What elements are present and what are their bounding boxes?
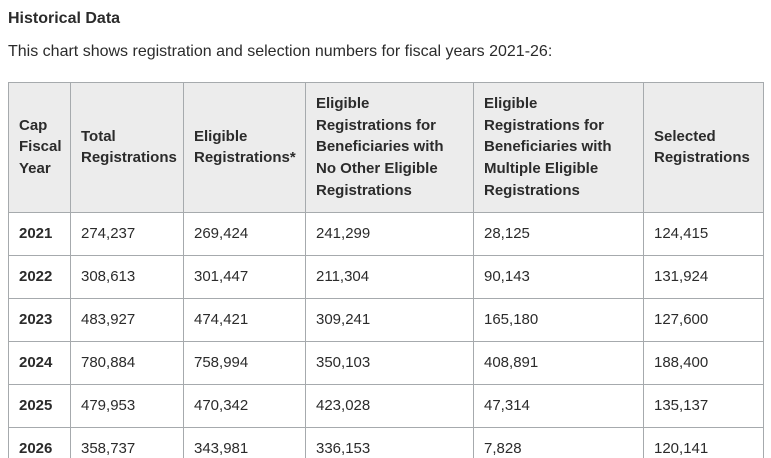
page-subtitle: This chart shows registration and select… — [8, 43, 553, 61]
cell-year: 2022 — [8, 254, 71, 299]
cell-no-other-eligible: 241,299 — [305, 211, 474, 256]
page-title: Historical Data — [8, 10, 121, 27]
cell-eligible-registrations: 474,421 — [183, 297, 306, 342]
cell-total-registrations: 780,884 — [70, 340, 184, 385]
table-row: 2021 274,237 269,424 241,299 28,125 124,… — [8, 211, 764, 256]
cell-eligible-registrations: 470,342 — [183, 383, 306, 428]
table-row: 2022 308,613 301,447 211,304 90,143 131,… — [8, 254, 764, 299]
cell-total-registrations: 358,737 — [70, 426, 184, 458]
cell-eligible-registrations: 758,994 — [183, 340, 306, 385]
cell-year: 2025 — [8, 383, 71, 428]
cell-selected-registrations: 188,400 — [643, 340, 764, 385]
cell-total-registrations: 479,953 — [70, 383, 184, 428]
cell-no-other-eligible: 423,028 — [305, 383, 474, 428]
cell-eligible-registrations: 269,424 — [183, 211, 306, 256]
cell-multiple-eligible: 47,314 — [473, 383, 644, 428]
column-header-no-other-eligible: Eligible Registrations for Beneficiaries… — [305, 81, 474, 213]
cell-selected-registrations: 127,600 — [643, 297, 764, 342]
cell-total-registrations: 274,237 — [70, 211, 184, 256]
table-row: 2025 479,953 470,342 423,028 47,314 135,… — [8, 383, 764, 428]
cell-year: 2024 — [8, 340, 71, 385]
cell-no-other-eligible: 350,103 — [305, 340, 474, 385]
cell-total-registrations: 308,613 — [70, 254, 184, 299]
cell-selected-registrations: 120,141 — [643, 426, 764, 458]
table-row: 2023 483,927 474,421 309,241 165,180 127… — [8, 297, 764, 342]
cell-selected-registrations: 124,415 — [643, 211, 764, 256]
table-row: 2024 780,884 758,994 350,103 408,891 188… — [8, 340, 764, 385]
column-header-multiple-eligible: Eligible Registrations for Beneficiaries… — [473, 81, 644, 213]
cell-eligible-registrations: 301,447 — [183, 254, 306, 299]
column-header-selected-registrations: Selected Registrations — [643, 81, 764, 213]
cell-year: 2026 — [8, 426, 71, 458]
table-row: 2026 358,737 343,981 336,153 7,828 120,1… — [8, 426, 764, 458]
cell-selected-registrations: 131,924 — [643, 254, 764, 299]
cell-year: 2021 — [8, 211, 71, 256]
table-header: Cap Fiscal Year Total Registrations Elig… — [8, 81, 764, 213]
cell-no-other-eligible: 336,153 — [305, 426, 474, 458]
column-header-total-registrations: Total Registrations — [70, 81, 184, 213]
historical-data-table: Cap Fiscal Year Total Registrations Elig… — [8, 81, 764, 458]
cell-selected-registrations: 135,137 — [643, 383, 764, 428]
cell-eligible-registrations: 343,981 — [183, 426, 306, 458]
cell-total-registrations: 483,927 — [70, 297, 184, 342]
cell-no-other-eligible: 309,241 — [305, 297, 474, 342]
header-row: Cap Fiscal Year Total Registrations Elig… — [8, 81, 764, 213]
column-header-eligible-registrations: Eligible Registrations* — [183, 81, 306, 213]
cell-multiple-eligible: 408,891 — [473, 340, 644, 385]
cell-no-other-eligible: 211,304 — [305, 254, 474, 299]
cell-year: 2023 — [8, 297, 71, 342]
cell-multiple-eligible: 28,125 — [473, 211, 644, 256]
cell-multiple-eligible: 7,828 — [473, 426, 644, 458]
table-body: 2021 274,237 269,424 241,299 28,125 124,… — [8, 211, 764, 458]
cell-multiple-eligible: 90,143 — [473, 254, 644, 299]
column-header-cap-fiscal-year: Cap Fiscal Year — [8, 81, 71, 213]
cell-multiple-eligible: 165,180 — [473, 297, 644, 342]
